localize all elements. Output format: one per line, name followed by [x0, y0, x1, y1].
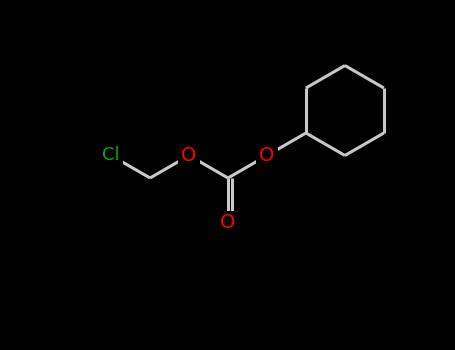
- Text: Cl: Cl: [102, 147, 120, 164]
- Text: O: O: [259, 146, 275, 165]
- Text: O: O: [182, 146, 197, 165]
- Text: O: O: [220, 214, 236, 232]
